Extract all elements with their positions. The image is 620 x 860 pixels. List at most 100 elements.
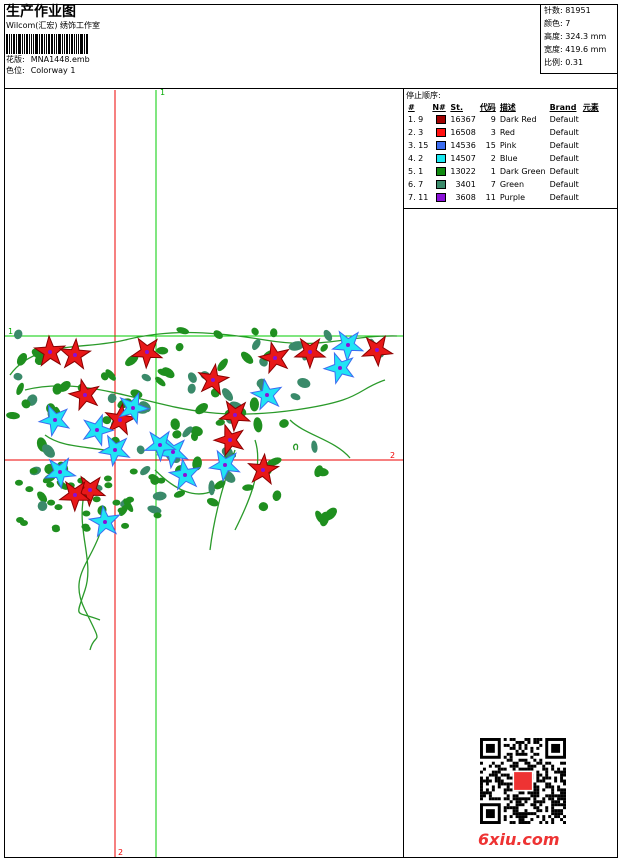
qr-module [557,770,561,774]
qr-module [518,818,522,822]
qr-module [506,797,510,801]
barcode-bar [46,34,47,54]
qr-module [560,788,564,792]
barcode-bar [69,34,70,54]
color-swatch [436,141,447,150]
qr-module [509,746,513,750]
company-name: Wilcom(汇宏) 绣饰工作室 [6,21,101,30]
qr-module [551,794,555,798]
qr-module [536,779,540,783]
design-row: 花版: MNA1448.emb [6,54,100,65]
qr-module [563,791,566,795]
color-sequence-panel: 停止顺序: # N# St. 代码 描述 Brand 元素 1. 9 16367 9… [404,89,618,209]
qr-module [524,752,528,756]
qr-module [512,743,516,747]
qr-module [548,794,552,798]
qr-module [536,788,540,792]
qr-module [539,779,543,783]
leaf [258,502,269,512]
qr-module [533,803,537,807]
qr-module [563,788,566,792]
qr-module [480,785,483,789]
qr-module [503,738,507,741]
leaf [104,482,113,489]
qr-module [521,740,525,744]
leaf [14,479,23,486]
qr-module [500,782,504,786]
qr-module [563,806,566,810]
col-brand: Brand [549,102,577,112]
qr-module [524,809,528,813]
leaf [251,339,261,351]
qr-module [506,782,510,786]
page-title: 生产作业图 [6,4,76,20]
flower [247,452,281,486]
row-swatch [434,113,448,126]
qr-module [515,761,519,765]
qr-module [497,767,501,771]
qr-module [485,779,489,783]
qr-module [485,782,489,786]
barcode-bar [48,34,50,54]
col-description: 描述 [499,102,516,112]
qr-module [530,749,534,753]
qr-module [536,800,540,804]
qr-module [533,764,537,768]
row-index: 6. 7 [408,180,424,189]
flower [58,337,92,370]
design-height: 高度: 324.3 mm [544,32,607,41]
row-swatch [434,126,448,139]
qr-module [539,738,543,741]
qr-module [536,740,540,744]
stitch-count: 针数: 81951 [544,6,591,15]
barcode-bar [86,34,88,54]
qr-module [536,806,540,810]
qr-module [512,767,516,771]
qr-module [512,797,516,801]
qr-module [521,758,525,762]
barcode-bar [71,34,73,54]
row-description: Green [499,180,525,189]
flower [218,400,252,433]
leaf [47,499,56,506]
qr-module [548,797,552,801]
right-panel: 停止顺序: # N# St. 代码 描述 Brand 元素 1. 9 16367 9… [403,89,618,858]
leaf [136,445,145,455]
col-stitches: St. [450,102,463,112]
qr-module [524,738,528,741]
colorway-value: Colorway 1 [30,66,76,75]
leaf [130,389,143,399]
qr-module [491,797,495,801]
qr-module [497,779,501,783]
row-element [581,113,601,126]
flower [167,457,201,491]
leaf [82,510,91,517]
row-code: 9 [490,115,496,124]
leaf [208,480,216,496]
qr-module [554,800,558,804]
qr-module [563,761,566,765]
qr-module [560,779,564,783]
qr-module [503,818,507,822]
qr-module [560,797,564,801]
flower [360,334,395,368]
row-brand: Default [549,141,579,150]
qr-code [480,738,566,824]
qr-module [509,815,513,819]
leaf [182,426,193,438]
qr-module [482,794,486,798]
color-sequence-title: 停止顺序: [406,91,441,100]
flower [87,504,121,538]
leaf [103,475,112,482]
barcode-bar [56,34,57,54]
leaf [13,372,23,381]
design-label: 花版: [6,55,25,64]
row-index: 2. 3 [408,128,424,137]
leaf [37,491,48,503]
design-value: MNA1448.emb [30,55,90,64]
row-brand: Default [549,180,579,189]
qr-module [482,767,486,771]
qr-module [509,738,513,741]
qr-module [557,812,561,816]
qr-module [515,740,519,744]
